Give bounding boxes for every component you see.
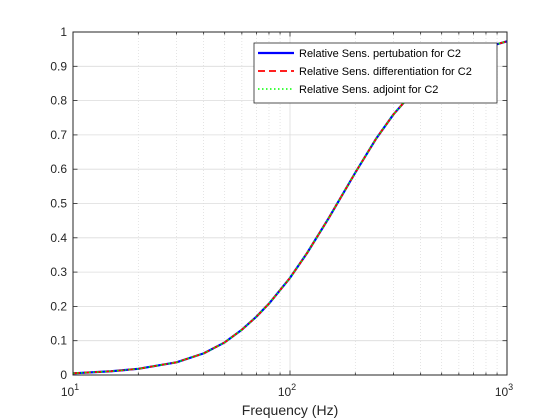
tick-marks: [72, 31, 508, 376]
series-line-3: [72, 40, 508, 375]
legend-box: [253, 42, 498, 104]
y-tick-label: 0: [60, 368, 67, 382]
legend-label-2: Relative Sens. differentiation for C2: [299, 66, 472, 78]
y-tick-label: 0.7: [50, 128, 67, 142]
y-tick-label: 0.1: [50, 334, 67, 348]
x-tick-label: 103: [495, 382, 513, 399]
y-tick-label: 0.9: [50, 59, 67, 73]
y-tick-label: 0.4: [50, 231, 67, 245]
y-tick-label: 0.6: [50, 162, 67, 176]
x-axis-label: Frequency (Hz): [242, 402, 338, 418]
y-tick-label: 1: [60, 25, 67, 39]
legend-label-3: Relative Sens. adjoint for C2: [299, 84, 438, 96]
y-tick-label: 0.5: [50, 197, 67, 211]
x-tick-labels: 101 102 103: [61, 382, 513, 399]
x-tick-label: 101: [61, 382, 79, 399]
y-tick-label: 0.2: [50, 299, 67, 313]
legend-label-1: Relative Sens. pertubation for C2: [299, 48, 461, 60]
y-tick-label: 0.3: [50, 265, 67, 279]
legend: Relative Sens. pertubation for C2 Relativ…: [253, 42, 498, 104]
y-tick-label: 0.8: [50, 94, 67, 108]
y-tick-labels: 0 0.1 0.2 0.3 0.4 0.5 0.6 0.7 0.8 0.9 1: [50, 25, 67, 382]
x-tick-label: 102: [278, 382, 296, 399]
